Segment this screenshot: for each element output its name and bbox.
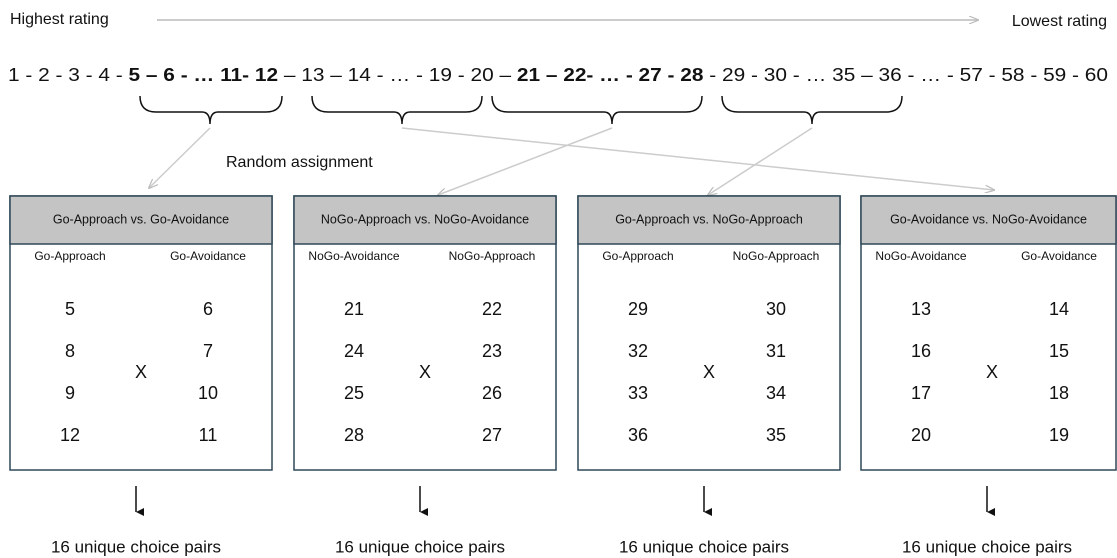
assignment-lines (149, 127, 994, 195)
left-label: Go-Approach (602, 249, 673, 263)
left-label: Go-Approach (34, 249, 105, 263)
panel-header (860, 195, 1117, 245)
left-value: 17 (911, 383, 931, 403)
right-label: Go-Avoidance (1021, 249, 1097, 263)
brace (721, 95, 903, 125)
panel-header (293, 195, 557, 245)
right-value: 31 (766, 341, 786, 361)
left-value: 20 (911, 425, 931, 445)
panel-title: NoGo-Approach vs. NoGo-Avoidance (321, 212, 529, 226)
right-value: 27 (482, 425, 502, 445)
panel-title: Go-Approach vs. Go-Avoidance (53, 212, 229, 226)
cross: X (986, 362, 998, 382)
right-value: 7 (203, 341, 213, 361)
left-value: 25 (344, 383, 364, 403)
right-value: 26 (482, 383, 502, 403)
right-value: 34 (766, 383, 786, 403)
lowest-label: Lowest rating (1012, 13, 1107, 30)
right-value: 19 (1049, 425, 1069, 445)
right-value: 14 (1049, 299, 1069, 319)
right-value: 22 (482, 299, 502, 319)
assignment-line (708, 127, 813, 195)
right-value: 6 (203, 299, 213, 319)
assignment-line (438, 127, 613, 195)
assignment-line (401, 127, 994, 190)
left-label: NoGo-Avoidance (875, 249, 966, 263)
panel-footer: 16 unique choice pairs (335, 537, 505, 556)
cross: X (419, 362, 431, 382)
rating-sequence: 1 - 2 - 3 - 4 - 5 – 6 - … 11- 12 – 13 – … (8, 65, 1108, 85)
left-value: 16 (911, 341, 931, 361)
panel-title: Go-Avoidance vs. NoGo-Avoidance (890, 212, 1087, 226)
left-value: 32 (628, 341, 648, 361)
left-value: 29 (628, 299, 648, 319)
sequence-segment: – 13 – 14 - … - 19 - 20 – (278, 65, 517, 85)
panel-title: Go-Approach vs. NoGo-Approach (615, 212, 803, 226)
sequence-segment: 21 – 22- … - 27 - 28 (517, 65, 704, 85)
right-value: 18 (1049, 383, 1069, 403)
left-value: 21 (344, 299, 364, 319)
right-label: NoGo-Approach (449, 249, 536, 263)
left-label: NoGo-Avoidance (308, 249, 399, 263)
left-value: 28 (344, 425, 364, 445)
right-label: Go-Avoidance (170, 249, 246, 263)
brace (139, 95, 283, 125)
right-label: NoGo-Approach (733, 249, 820, 263)
right-value: 15 (1049, 341, 1069, 361)
brace (491, 95, 703, 125)
cross: X (703, 362, 715, 382)
left-value: 36 (628, 425, 648, 445)
brace (311, 95, 483, 125)
left-value: 8 (65, 341, 75, 361)
left-value: 12 (60, 425, 80, 445)
panel-footer: 16 unique choice pairs (902, 537, 1072, 556)
highest-label: Highest rating (10, 11, 109, 28)
right-value: 10 (198, 383, 218, 403)
left-value: 33 (628, 383, 648, 403)
left-value: 13 (911, 299, 931, 319)
sequence-segment: 1 - 2 - 3 - 4 - (8, 65, 129, 85)
assignment-label: Random assignment (226, 154, 373, 171)
assignment-line (149, 127, 211, 188)
panel-header (577, 195, 841, 245)
panels: Go-Approach vs. Go-Avoidance Go-Approach G… (9, 195, 1117, 556)
right-value: 30 (766, 299, 786, 319)
sequence-segment: - 29 - 30 - … 35 – 36 - … - 57 - 58 - 59… (703, 65, 1108, 85)
sequence-segment: 5 – 6 - … 11- 12 (129, 65, 279, 85)
panel-header (9, 195, 273, 245)
left-value: 5 (65, 299, 75, 319)
left-value: 24 (344, 341, 364, 361)
left-value: 9 (65, 383, 75, 403)
right-value: 11 (199, 425, 218, 445)
right-value: 23 (482, 341, 502, 361)
panel-footer: 16 unique choice pairs (619, 537, 789, 556)
panel-footer: 16 unique choice pairs (51, 537, 221, 556)
right-value: 35 (766, 425, 786, 445)
cross: X (135, 362, 147, 382)
braces (139, 95, 903, 125)
